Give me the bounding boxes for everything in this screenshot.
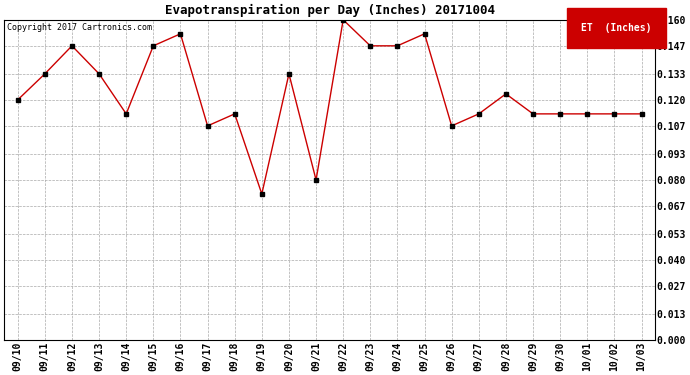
Text: Copyright 2017 Cartronics.com: Copyright 2017 Cartronics.com [8, 23, 152, 32]
Title: Evapotranspiration per Day (Inches) 20171004: Evapotranspiration per Day (Inches) 2017… [165, 4, 495, 17]
Text: ET  (Inches): ET (Inches) [581, 23, 652, 33]
